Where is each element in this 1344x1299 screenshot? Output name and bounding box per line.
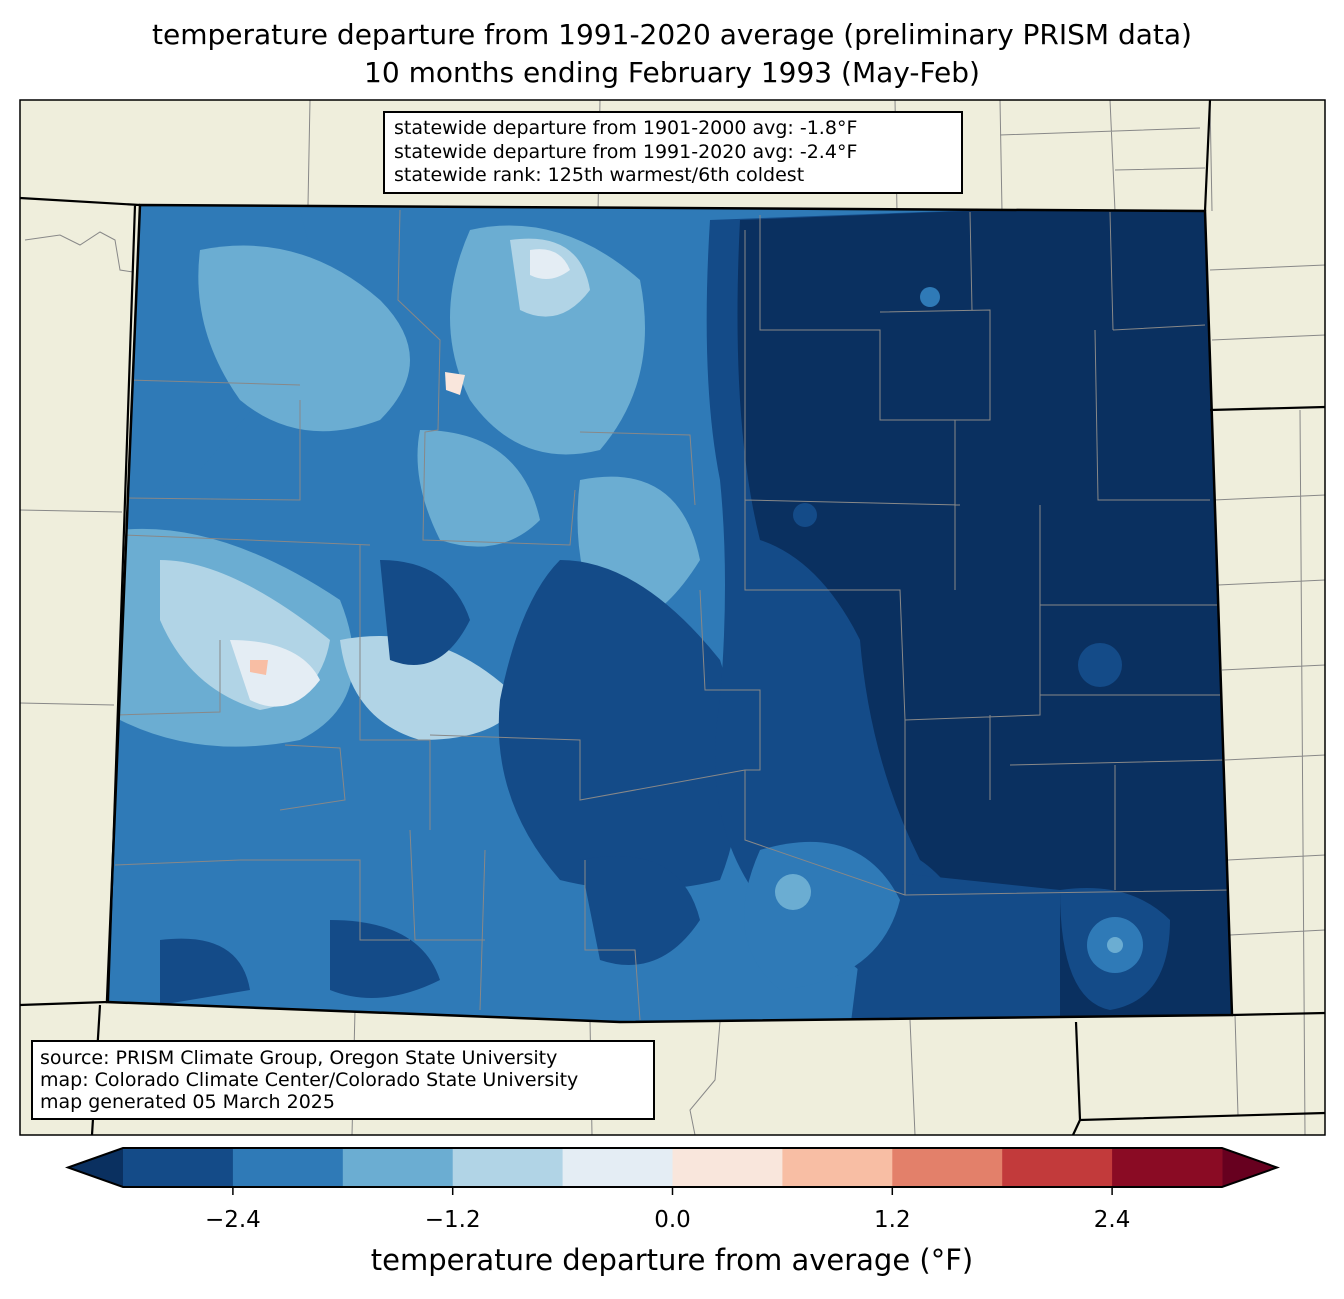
colorbar-tick-label: 2.4 <box>1093 1207 1131 1233</box>
map-subtitle: 10 months ending February 1993 (May-Feb) <box>364 56 980 89</box>
map-title: temperature departure from 1991-2020 ave… <box>152 18 1192 51</box>
statewide-stats-box: statewide departure from 1901-2000 avg: … <box>383 111 963 194</box>
colorbar-tick-label: −2.4 <box>204 1207 261 1233</box>
generated-date-line: map generated 05 March 2025 <box>40 1091 335 1113</box>
colorbar-tick-label: −1.2 <box>424 1207 481 1233</box>
temperature-contours <box>107 205 1232 1022</box>
colorbar-tick-label: 1.2 <box>874 1207 911 1233</box>
map-credit-line: map: Colorado Climate Center/Colorado St… <box>40 1069 579 1091</box>
map-frame <box>19 99 1326 1136</box>
colorbar-label: temperature departure from average (°F) <box>370 1243 974 1277</box>
source-line: source: PRISM Climate Group, Oregon Stat… <box>40 1047 558 1069</box>
stats-departure-1991-2020: statewide departure from 1991-2020 avg: … <box>394 140 858 163</box>
stats-departure-1901-2000: statewide departure from 1901-2000 avg: … <box>394 117 858 139</box>
source-box: source: PRISM Climate Group, Oregon Stat… <box>31 1040 655 1120</box>
colorbar-tick-label: 0.0 <box>654 1207 691 1233</box>
stats-rank: statewide rank: 125th warmest/6th coldes… <box>394 164 805 186</box>
